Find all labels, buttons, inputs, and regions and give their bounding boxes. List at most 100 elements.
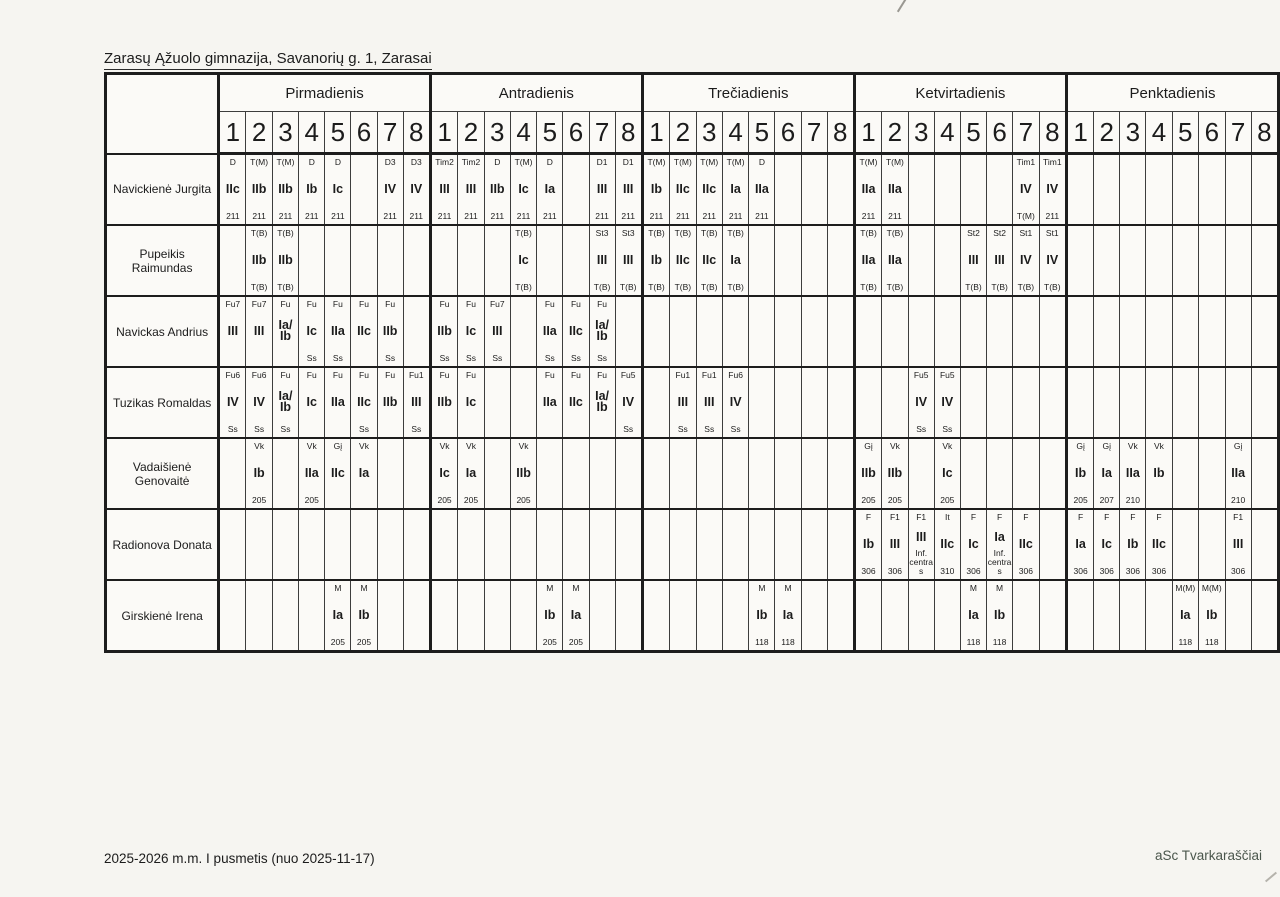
empty-cell — [562, 224, 590, 297]
empty-cell — [1093, 152, 1121, 226]
lesson-cell: M Ib 118 — [748, 579, 776, 652]
lesson-cell-content: Tim2 III 211 — [432, 155, 457, 224]
lesson-cell-content: Vk IIa 210 — [1120, 439, 1145, 508]
period-header: 5 — [536, 111, 564, 155]
lesson-room — [351, 492, 376, 508]
empty-cell — [1065, 224, 1095, 297]
lesson-class-group: IIb — [516, 465, 531, 480]
empty-cell — [1145, 366, 1173, 439]
lesson-room: T(B) — [991, 282, 1008, 292]
lesson-cell-content: Fu Ia/ Ib Ss — [590, 297, 615, 366]
empty-cell — [1198, 508, 1226, 581]
lesson-room: T(B) — [860, 282, 877, 292]
lesson-class-group: Ia — [730, 181, 741, 196]
lesson-cell-content: Fu Ic — [299, 368, 324, 437]
empty-cell — [1198, 366, 1226, 439]
lesson-room: T(B) — [886, 282, 904, 292]
lesson-room: Inf. centras — [909, 548, 933, 576]
lesson-class-group: Ia — [782, 607, 794, 622]
lesson-class-group: Ic — [306, 394, 317, 409]
lesson-subject-code: M — [758, 583, 766, 593]
lesson-cell: Fu7 III — [245, 295, 273, 368]
lesson-cell: Fu IIc — [350, 295, 378, 368]
lesson-cell-content: M Ia 205 — [563, 581, 588, 650]
lesson-class-group: Ic — [518, 181, 529, 196]
lesson-subject-code: St1 — [1045, 228, 1059, 238]
lesson-cell-content: Fu IIb — [378, 368, 403, 437]
lesson-cell-content: D IIc 211 — [220, 155, 245, 224]
empty-cell — [774, 508, 802, 581]
lesson-room: 118 — [1178, 637, 1193, 647]
lesson-room — [590, 421, 615, 437]
lesson-room: 205 — [542, 637, 557, 647]
lesson-cell: T(M) IIb 211 — [271, 152, 300, 226]
lesson-room: Ss — [385, 353, 396, 363]
teacher-row: Navickas Andrius Fu7 III Fu7 III Fu Ia/ Ib Fu Ic… — [104, 295, 1280, 368]
lesson-subject-code: Tim1 — [1016, 157, 1036, 167]
lesson-cell: Fu Ic Ss — [457, 295, 485, 368]
lesson-class-group: IIc — [675, 181, 690, 196]
lesson-cell-content: Fu6 IV Ss — [220, 368, 245, 437]
lesson-subject-code: Fu — [466, 370, 476, 380]
empty-cell — [1093, 579, 1121, 652]
lesson-subject-code: Fu1 — [408, 370, 424, 380]
lesson-class-group: III — [439, 181, 450, 196]
lesson-cell-content: Vk Ib 205 — [246, 439, 271, 508]
lesson-room: Ss — [227, 424, 238, 434]
empty-cell — [695, 579, 723, 652]
corner-cell — [104, 73, 221, 154]
lesson-class-group: IIc — [357, 323, 371, 338]
empty-cell — [640, 579, 671, 652]
period-header: 7 — [800, 111, 828, 155]
lesson-class-group: Ia — [968, 607, 979, 622]
lesson-cell-content: D Ia 211 — [537, 155, 562, 224]
lesson-cell-content: Fu7 III Ss — [485, 297, 510, 366]
lesson-class-group: IIc — [568, 394, 583, 409]
empty-cell — [1198, 437, 1226, 510]
lesson-cell-content: St2 III T(B) — [987, 226, 1012, 295]
lesson-subject-code: Fu6 — [251, 370, 267, 380]
empty-cell — [217, 508, 247, 581]
empty-cell — [1093, 224, 1121, 297]
lesson-class-group: Ic — [465, 323, 477, 338]
empty-cell — [881, 295, 909, 368]
lesson-class-group: IIa — [542, 394, 557, 409]
lesson-cell-content: T(M) IIb 211 — [246, 155, 271, 224]
lesson-cell-content: M Ia 118 — [961, 581, 986, 650]
period-header: 8 — [1038, 111, 1068, 155]
lesson-class-group: IIa — [330, 394, 345, 409]
lesson-subject-code: Vk — [889, 441, 900, 451]
lesson-class-group: Ic — [942, 465, 953, 480]
lesson-subject-code: Vk — [466, 441, 476, 451]
empty-cell — [1224, 224, 1252, 297]
lesson-subject-code: Fu — [570, 299, 581, 309]
lesson-room: 205 — [356, 637, 372, 647]
lesson-class-group: IIb — [437, 323, 452, 338]
lesson-subject-code: St2 — [993, 228, 1006, 238]
lesson-cell: Fu1 III Ss — [402, 366, 431, 439]
lesson-room: 211 — [516, 211, 531, 221]
empty-cell — [1145, 152, 1173, 226]
lesson-class-group: IV — [1019, 181, 1032, 196]
lesson-class-group: IV — [226, 394, 239, 409]
empty-cell — [1065, 579, 1095, 652]
lesson-cell: Fu IIc Ss — [350, 366, 378, 439]
lesson-subject-code: St2 — [967, 228, 980, 238]
teacher-name: Pupeikis Raimundas — [104, 224, 221, 297]
lesson-room: Ss — [730, 424, 741, 434]
lesson-cell-content: Fu5 IV Ss — [616, 368, 641, 437]
lesson-cell-content: M Ib 205 — [351, 581, 376, 650]
lesson-cell-content: M Ib 118 — [749, 581, 774, 650]
empty-cell — [350, 152, 378, 226]
lesson-room: 210 — [1231, 495, 1246, 505]
empty-cell — [536, 508, 564, 581]
lesson-class-group: IIc — [940, 536, 955, 551]
lesson-class-group: III — [994, 252, 1005, 267]
empty-cell — [907, 579, 935, 652]
empty-cell — [536, 437, 564, 510]
lesson-subject-code: T(M) — [700, 157, 719, 167]
empty-cell — [298, 579, 326, 652]
lesson-cell-content: Fu IIc Ss — [563, 297, 588, 366]
empty-cell — [986, 152, 1014, 226]
lesson-cell-content: T(B) IIb T(B) — [246, 226, 271, 295]
